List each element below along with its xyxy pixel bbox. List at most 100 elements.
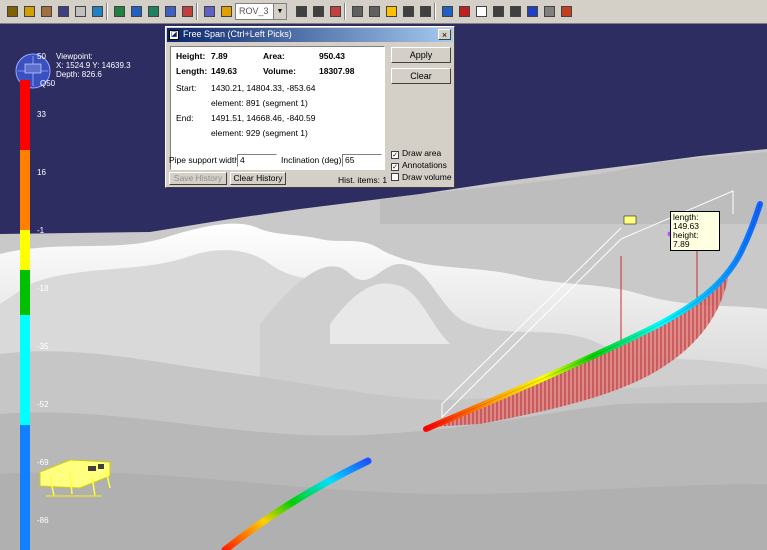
apply-button[interactable]: Apply — [391, 47, 451, 63]
open-icon-glyph — [7, 6, 18, 17]
color-scale-bar — [20, 80, 30, 550]
rotate-icon-glyph — [92, 6, 103, 17]
smile-icon[interactable] — [383, 3, 400, 20]
view-select[interactable]: ROV_3 ▼ — [235, 3, 287, 20]
measure-icon[interactable] — [400, 3, 417, 20]
inclination-input[interactable]: 65 — [342, 154, 382, 167]
span-icon[interactable] — [417, 3, 434, 20]
axis-icon[interactable] — [128, 3, 145, 20]
viewpoint-readout: Viewpoint: X: 1524.9 Y: 14639.3 Depth: 8… — [56, 52, 131, 79]
select-icon-glyph — [352, 6, 363, 17]
goto-icon[interactable] — [327, 3, 344, 20]
draw-volume-label: Draw volume — [402, 172, 452, 182]
plus-icon[interactable] — [507, 3, 524, 20]
color-tick: -18 — [37, 284, 49, 293]
area-value: 950.43 — [319, 51, 345, 61]
light-icon[interactable] — [218, 3, 235, 20]
export-icon[interactable] — [72, 3, 89, 20]
report-icon[interactable] — [524, 3, 541, 20]
axis-icon[interactable] — [145, 3, 162, 20]
smile-icon-glyph — [386, 6, 397, 17]
move-icon-glyph — [165, 6, 176, 17]
view-select-value[interactable]: ROV_3 ▼ — [235, 3, 287, 20]
close-button[interactable]: × — [438, 29, 451, 40]
clear-button[interactable]: Clear — [391, 68, 451, 84]
box-icon[interactable] — [456, 3, 473, 20]
axis-icon-glyph — [131, 6, 142, 17]
toolbar-separator — [196, 3, 198, 20]
toolbar-separator — [344, 3, 346, 20]
draw-area-checkbox[interactable]: ✓ Draw area — [391, 148, 441, 159]
annotation-length: length: 149.63 — [673, 212, 699, 231]
pan-icon[interactable] — [111, 3, 128, 20]
height-label: Height: — [176, 51, 206, 61]
draw-volume-checkbox[interactable]: Draw volume — [391, 172, 452, 182]
compass-icon[interactable] — [14, 52, 52, 90]
start-coords: 1430.21, 14804.33, -853.64 — [211, 83, 316, 93]
node-icon[interactable] — [55, 3, 72, 20]
chart-icon[interactable] — [541, 3, 558, 20]
color-tick: 33 — [37, 110, 46, 119]
wave-icon-glyph — [24, 6, 35, 17]
end-element: element: 929 (segment 1) — [211, 128, 308, 138]
back-icon[interactable] — [293, 3, 310, 20]
save-history-button[interactable]: Save History — [169, 172, 227, 185]
fly-icon[interactable] — [179, 3, 196, 20]
color-tick: -86 — [37, 516, 49, 525]
flag-icon[interactable] — [558, 3, 575, 20]
checkbox-box[interactable] — [391, 173, 399, 181]
volume-value: 18307.98 — [319, 66, 355, 76]
node-icon-glyph — [58, 6, 69, 17]
pipe-support-input[interactable]: 4 — [237, 154, 277, 167]
span-icon-glyph — [420, 6, 431, 17]
length-label: Length: — [176, 66, 208, 76]
draw-area-label: Draw area — [402, 148, 442, 158]
results-panel: Height: 7.89 Area: 950.43 Length: 149.63… — [170, 46, 385, 170]
toolbar-separator — [106, 3, 108, 20]
measure-icon-glyph — [403, 6, 414, 17]
pipe-icon[interactable] — [490, 3, 507, 20]
rotate-icon[interactable] — [89, 3, 106, 20]
checkbox-box[interactable]: ✓ — [391, 151, 399, 159]
annotations-checkbox[interactable]: ✓ Annotations — [391, 160, 447, 171]
export-icon-glyph — [75, 6, 86, 17]
rov-model-icon — [39, 459, 111, 497]
dialog-title-bar[interactable]: ◪ Free Span (Ctrl+Left Picks) × — [167, 28, 453, 42]
viewpoint-title: Viewpoint: — [56, 52, 93, 61]
color-tick: 16 — [37, 168, 46, 177]
wave-icon-glyph — [41, 6, 52, 17]
color-tick: -35 — [37, 342, 49, 351]
toolbar-separator — [434, 3, 436, 20]
free-span-dialog: ◪ Free Span (Ctrl+Left Picks) × Height: … — [165, 26, 455, 188]
grid-icon[interactable] — [366, 3, 383, 20]
open-icon[interactable] — [4, 3, 21, 20]
wave-icon[interactable] — [38, 3, 55, 20]
forward-icon-glyph — [313, 6, 324, 17]
palette-icon[interactable] — [439, 3, 456, 20]
area-label: Area: — [263, 51, 285, 61]
viewpoint-depth: Depth: 826.6 — [56, 70, 102, 79]
palette-icon-glyph — [442, 6, 453, 17]
section-icon[interactable] — [473, 3, 490, 20]
forward-icon[interactable] — [310, 3, 327, 20]
annotation-height: height: 7.89 — [673, 230, 699, 249]
history-count: Hist. items: 1 — [338, 175, 388, 185]
3d-viewport[interactable]: Q50 Viewpoint: X: 1524.9 Y: 14639.3 Dept… — [0, 24, 767, 550]
light-icon-glyph — [221, 6, 232, 17]
clear-history-button[interactable]: Clear History — [230, 172, 286, 185]
move-icon[interactable] — [162, 3, 179, 20]
inclination-label: Inclination (deg): — [281, 155, 344, 165]
image-icon[interactable] — [201, 3, 218, 20]
chevron-down-icon[interactable]: ▼ — [273, 4, 286, 19]
viewpoint-xy: X: 1524.9 Y: 14639.3 — [56, 61, 131, 70]
volume-label: Volume: — [263, 66, 296, 76]
color-tick: 50 — [37, 52, 46, 61]
pipe-support-label: Pipe support width: — [169, 155, 242, 165]
checkbox-box[interactable]: ✓ — [391, 163, 399, 171]
goto-icon-glyph — [330, 6, 341, 17]
axis-icon-glyph — [148, 6, 159, 17]
annotations-label: Annotations — [402, 160, 447, 170]
select-icon[interactable] — [349, 3, 366, 20]
wave-icon[interactable] — [21, 3, 38, 20]
